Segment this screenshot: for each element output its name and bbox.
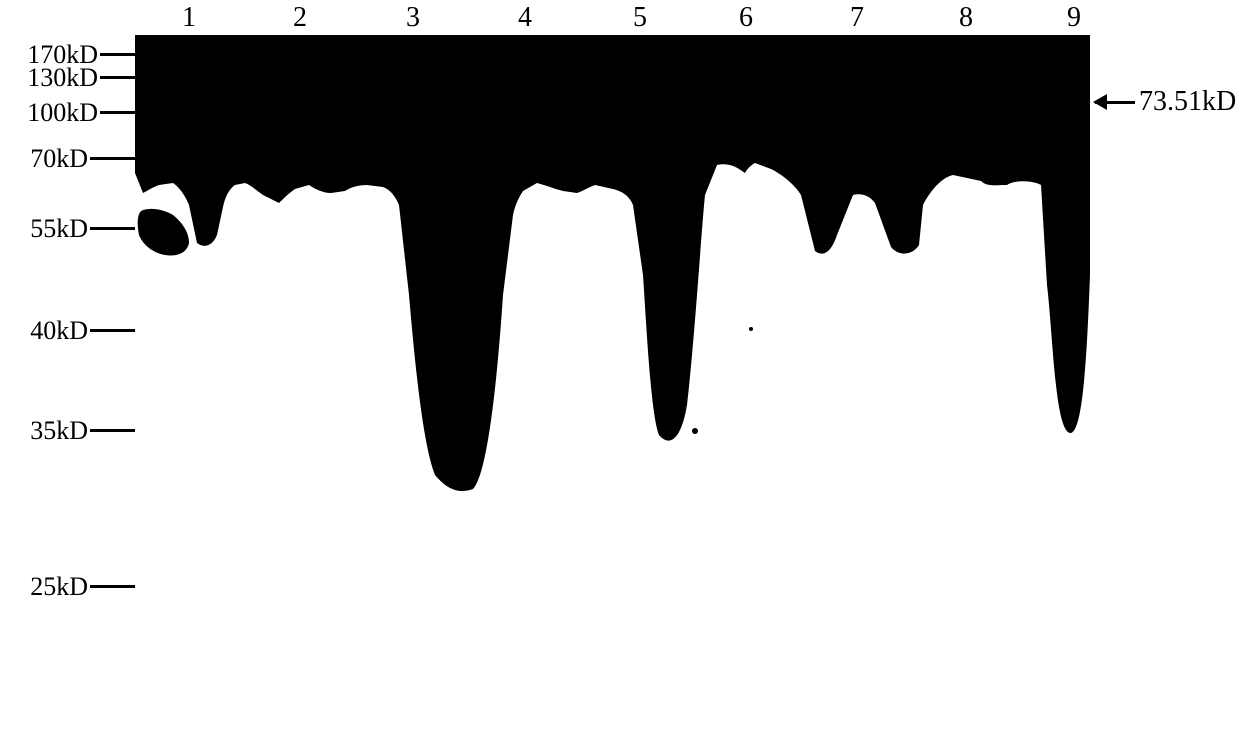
target-band-label: 73.51kD [1139,86,1236,118]
blot-speck-2 [749,327,753,331]
mw-label-55: 55kD [10,214,88,244]
lane-label-5: 5 [633,2,647,34]
mw-tick-70 [90,157,135,160]
mw-tick-130 [100,76,135,79]
mw-tick-55 [90,227,135,230]
target-band-arrow: 73.51kD [1095,86,1236,118]
mw-label-70: 70kD [10,144,88,174]
western-blot-figure: 1 2 3 4 5 6 7 8 9 170kD 130kD 100kD 70kD… [0,0,1240,746]
blot-lane1-lower [138,209,189,256]
mw-tick-40 [90,329,135,332]
lane-label-1: 1 [182,2,196,34]
lane-label-7: 7 [850,2,864,34]
lane-label-2: 2 [293,2,307,34]
mw-label-35: 35kD [10,416,88,446]
mw-tick-100 [100,111,135,114]
mw-label-40: 40kD [10,316,88,346]
blot-image [135,35,1090,525]
mw-label-130: 130kD [10,63,98,93]
mw-tick-35 [90,429,135,432]
lane-label-6: 6 [739,2,753,34]
lane-label-4: 4 [518,2,532,34]
arrow-line [1095,101,1135,104]
blot-speck-1 [692,428,698,434]
arrow-head-icon [1093,94,1107,110]
blot-shape [135,35,1090,491]
mw-tick-25 [90,585,135,588]
lane-label-9: 9 [1067,2,1081,34]
lane-label-3: 3 [406,2,420,34]
mw-label-100: 100kD [10,98,98,128]
mw-label-25: 25kD [10,572,88,602]
lane-label-8: 8 [959,2,973,34]
mw-tick-170 [100,53,135,56]
